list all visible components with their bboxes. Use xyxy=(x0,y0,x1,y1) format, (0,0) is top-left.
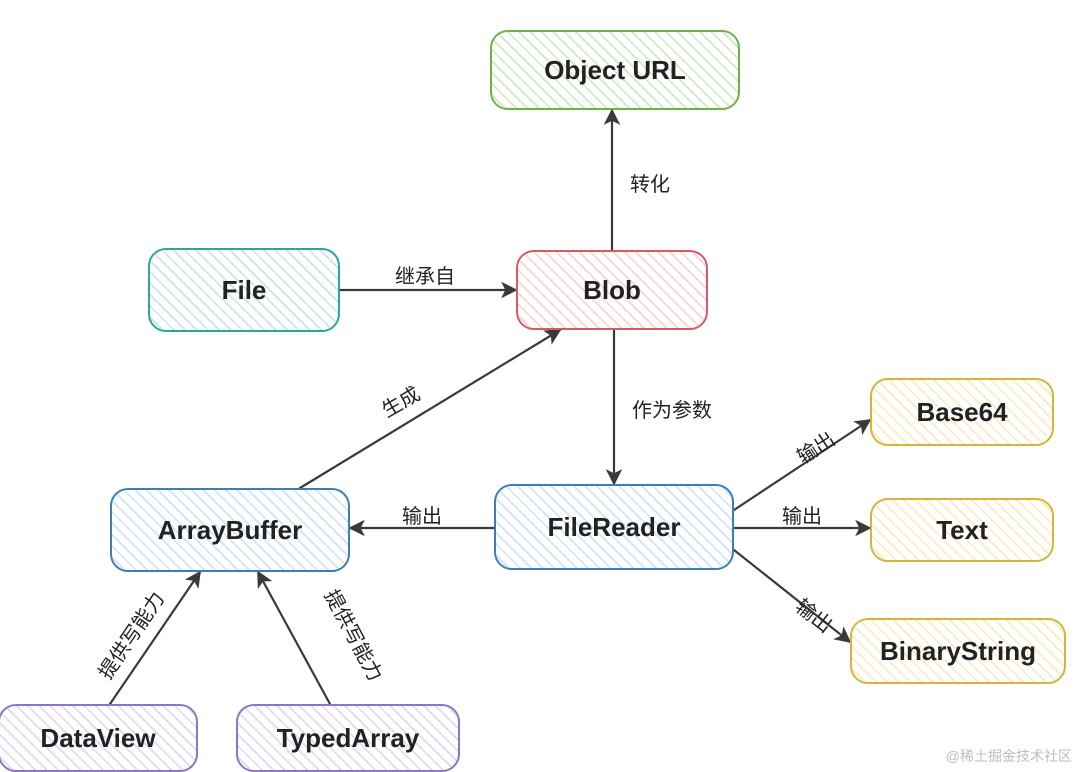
edge-reader_to_bin xyxy=(734,550,850,642)
node-arraybuffer: ArrayBuffer xyxy=(110,488,350,572)
watermark: @稀土掘金技术社区 xyxy=(946,746,1072,766)
node-label: DataView xyxy=(40,723,155,754)
node-label: Object URL xyxy=(544,55,686,86)
node-label: BinaryString xyxy=(880,636,1036,667)
edge-label-output-bin: 输出 xyxy=(790,591,839,638)
node-label: Text xyxy=(936,515,988,546)
node-filereader: FileReader xyxy=(494,484,734,570)
node-label: FileReader xyxy=(548,512,681,543)
edge-label-as-param: 作为参数 xyxy=(632,394,712,423)
edge-ta_to_ab xyxy=(258,572,330,704)
edge-label-transform: 转化 xyxy=(630,168,670,197)
node-binarystring: BinaryString xyxy=(850,618,1066,684)
node-label: TypedArray xyxy=(277,723,420,754)
edge-label-output-ab: 输出 xyxy=(402,500,442,529)
node-typedarray: TypedArray xyxy=(236,704,460,772)
node-label: Blob xyxy=(583,275,641,306)
edge-label-generate: 生成 xyxy=(375,378,424,423)
node-base64: Base64 xyxy=(870,378,1054,446)
edge-reader_to_b64 xyxy=(734,420,870,510)
node-label: Base64 xyxy=(916,397,1007,428)
edge-label-inherits: 继承自 xyxy=(395,260,455,289)
node-dataview: DataView xyxy=(0,704,198,772)
edge-label-write-dv: 提供写能力 xyxy=(90,585,170,684)
diagram-canvas: Object URL File Blob ArrayBuffer FileRea… xyxy=(0,0,1080,772)
edge-ab_to_blob xyxy=(300,330,560,488)
node-blob: Blob xyxy=(516,250,708,330)
edge-label-output-b64: 输出 xyxy=(790,423,839,469)
node-file: File xyxy=(148,248,340,332)
node-text: Text xyxy=(870,498,1054,562)
node-label: File xyxy=(222,275,267,306)
edge-label-write-ta: 提供写能力 xyxy=(319,584,392,686)
node-object-url: Object URL xyxy=(490,30,740,110)
node-label: ArrayBuffer xyxy=(158,515,303,546)
edge-label-output-text: 输出 xyxy=(782,500,822,529)
